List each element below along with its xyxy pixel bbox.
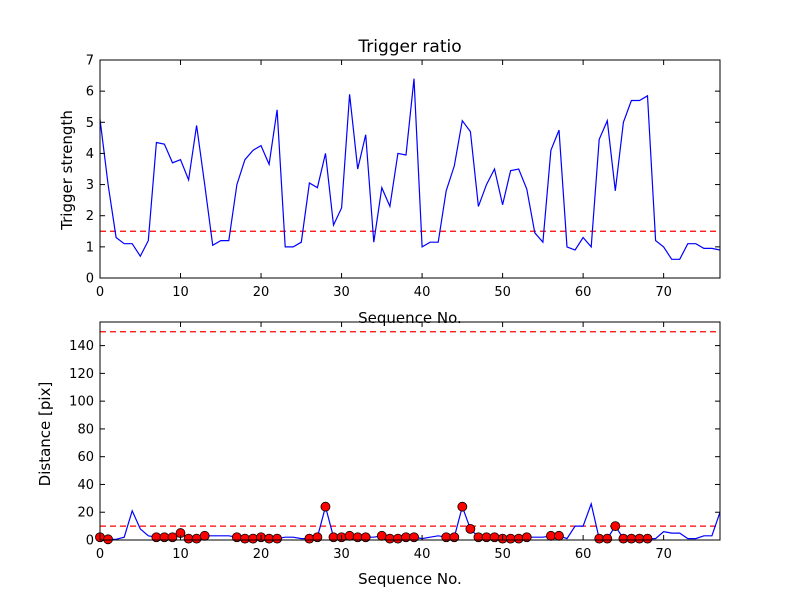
y-axis-label: Trigger strength (58, 110, 76, 231)
x-tick-label: 50 (494, 547, 511, 562)
y-tick-label: 6 (86, 85, 94, 100)
x-tick-label: 20 (253, 547, 270, 562)
data-point (594, 533, 605, 544)
data-point (312, 532, 323, 543)
data-point (546, 530, 556, 541)
data-point (240, 533, 250, 544)
x-tick-label: 70 (655, 285, 672, 300)
y-tick-label: 1 (86, 240, 94, 255)
data-point (191, 533, 202, 544)
x-tick-label: 50 (494, 285, 511, 300)
data-point (634, 533, 645, 544)
y-tick-label: 7 (86, 54, 94, 69)
data-point (465, 523, 476, 534)
data-point (449, 532, 460, 543)
x-tick-label: 60 (575, 285, 592, 300)
x-tick-label: 40 (414, 285, 431, 300)
data-point (360, 532, 371, 543)
y-tick-label: 0 (86, 534, 94, 549)
data-point (344, 530, 355, 541)
trigger-ratio-marks: 0 10 20 30 40 50 60 70 0 1 2 3 4 5 6 7 (86, 54, 721, 300)
y-tick-label: 40 (77, 478, 94, 493)
y-tick-label: 80 (77, 422, 94, 437)
x-tick-label: 10 (172, 547, 189, 562)
chart-title: Trigger ratio (357, 37, 461, 57)
x-tick-label: 0 (96, 547, 104, 562)
plot-frame (99, 59, 721, 279)
x-tick-label: 10 (172, 285, 189, 300)
data-point (199, 530, 210, 541)
data-point (304, 533, 315, 544)
data-point (513, 533, 524, 544)
y-tick-label: 2 (86, 209, 94, 224)
x-axis-label: Sequence No. (358, 570, 462, 588)
series-line (99, 78, 721, 260)
data-point (505, 533, 516, 544)
x-tick-label: 30 (333, 285, 350, 300)
y-tick-label: 120 (69, 367, 94, 382)
data-point (384, 533, 395, 544)
y-tick-label: 0 (86, 272, 94, 287)
data-point (610, 521, 621, 532)
x-tick-label: 20 (253, 285, 270, 300)
y-tick-label: 140 (69, 339, 94, 354)
data-point (521, 532, 532, 543)
data-point (320, 501, 331, 512)
distance-panel: Sequence No. Distance [pix] 0 10 20 30 40 50 6… (36, 321, 721, 588)
data-point (642, 533, 653, 544)
data-point (618, 533, 629, 544)
x-tick-label: 70 (655, 547, 672, 562)
data-point (602, 533, 613, 544)
data-point (457, 501, 468, 512)
distance-marks: 0 10 20 30 40 50 60 70 0 20 40 60 80 100 120 140 (69, 321, 721, 562)
y-axis-label: Distance [pix] (36, 382, 54, 487)
plot-frame (99, 321, 721, 541)
trigger-ratio-panel: Trigger ratio Sequence No. Trigger stren… (58, 37, 721, 327)
y-tick-label: 20 (77, 506, 94, 521)
data-point (103, 534, 113, 545)
x-tick-label: 60 (575, 547, 592, 562)
y-tick-label: 5 (86, 116, 94, 131)
data-point (248, 533, 258, 544)
data-point (183, 533, 194, 544)
x-tick-label: 40 (414, 547, 431, 562)
x-tick-label: 0 (96, 285, 104, 300)
y-tick-label: 4 (86, 147, 94, 162)
data-point (167, 532, 178, 543)
data-point (376, 530, 387, 541)
data-point (393, 533, 403, 544)
y-tick-label: 3 (86, 178, 94, 193)
data-point (554, 530, 564, 541)
data-point (409, 532, 419, 543)
data-point (272, 533, 283, 544)
data-point (626, 533, 637, 544)
x-tick-label: 30 (333, 547, 350, 562)
x-axis-label: Sequence No. (358, 309, 462, 327)
y-tick-label: 60 (77, 450, 94, 465)
y-tick-label: 100 (69, 395, 94, 410)
data-point (264, 533, 274, 544)
